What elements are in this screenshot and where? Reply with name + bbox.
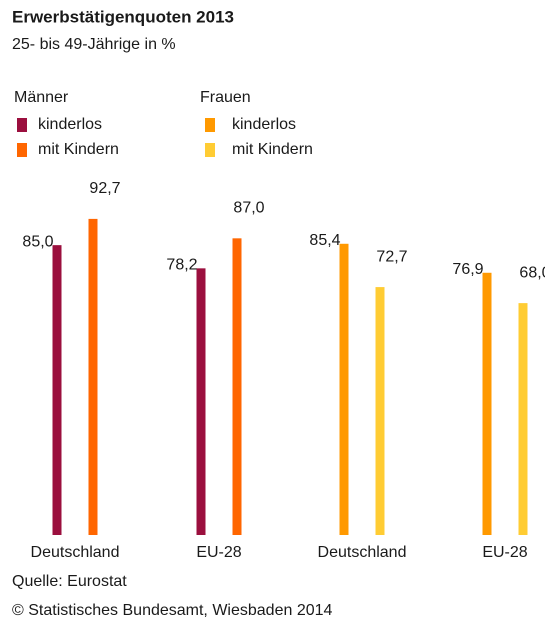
x-tick-label: Deutschland xyxy=(31,544,120,561)
bar xyxy=(88,218,98,535)
legend-swatch xyxy=(205,143,215,157)
x-tick-label: Deutschland xyxy=(318,544,407,561)
legend-label: kinderlos xyxy=(232,116,296,133)
bar xyxy=(375,287,385,535)
data-label: 92,7 xyxy=(89,180,120,197)
legend-title: Frauen xyxy=(200,89,251,106)
bar xyxy=(232,238,242,535)
data-label: 72,7 xyxy=(376,248,407,265)
legend-label: mit Kindern xyxy=(38,141,119,158)
legend-label: mit Kindern xyxy=(232,141,313,158)
data-label: 85,4 xyxy=(309,232,340,249)
bar xyxy=(518,303,528,535)
source: Quelle: Eurostat xyxy=(12,573,127,590)
x-tick-label: EU-28 xyxy=(482,544,527,561)
bar xyxy=(196,268,206,535)
legend-title: Männer xyxy=(14,89,69,106)
chart-subtitle: 25- bis 49-Jährige in % xyxy=(12,36,176,53)
data-label: 78,2 xyxy=(166,257,197,274)
bar xyxy=(339,243,349,535)
data-label: 68,0 xyxy=(519,264,545,281)
legend-swatch xyxy=(205,118,215,132)
chart-title: Erwerbstätigenquoten 2013 xyxy=(12,7,234,26)
bar xyxy=(52,245,62,535)
legend-label: kinderlos xyxy=(38,116,102,133)
bar xyxy=(482,272,492,535)
x-tick-label: EU-28 xyxy=(196,544,241,561)
copyright: © Statistisches Bundesamt, Wiesbaden 201… xyxy=(12,602,333,619)
data-label: 87,0 xyxy=(233,200,264,217)
data-label: 85,0 xyxy=(22,233,53,250)
legend-swatch xyxy=(17,143,27,157)
data-label: 76,9 xyxy=(452,261,483,278)
legend-swatch xyxy=(17,118,27,132)
